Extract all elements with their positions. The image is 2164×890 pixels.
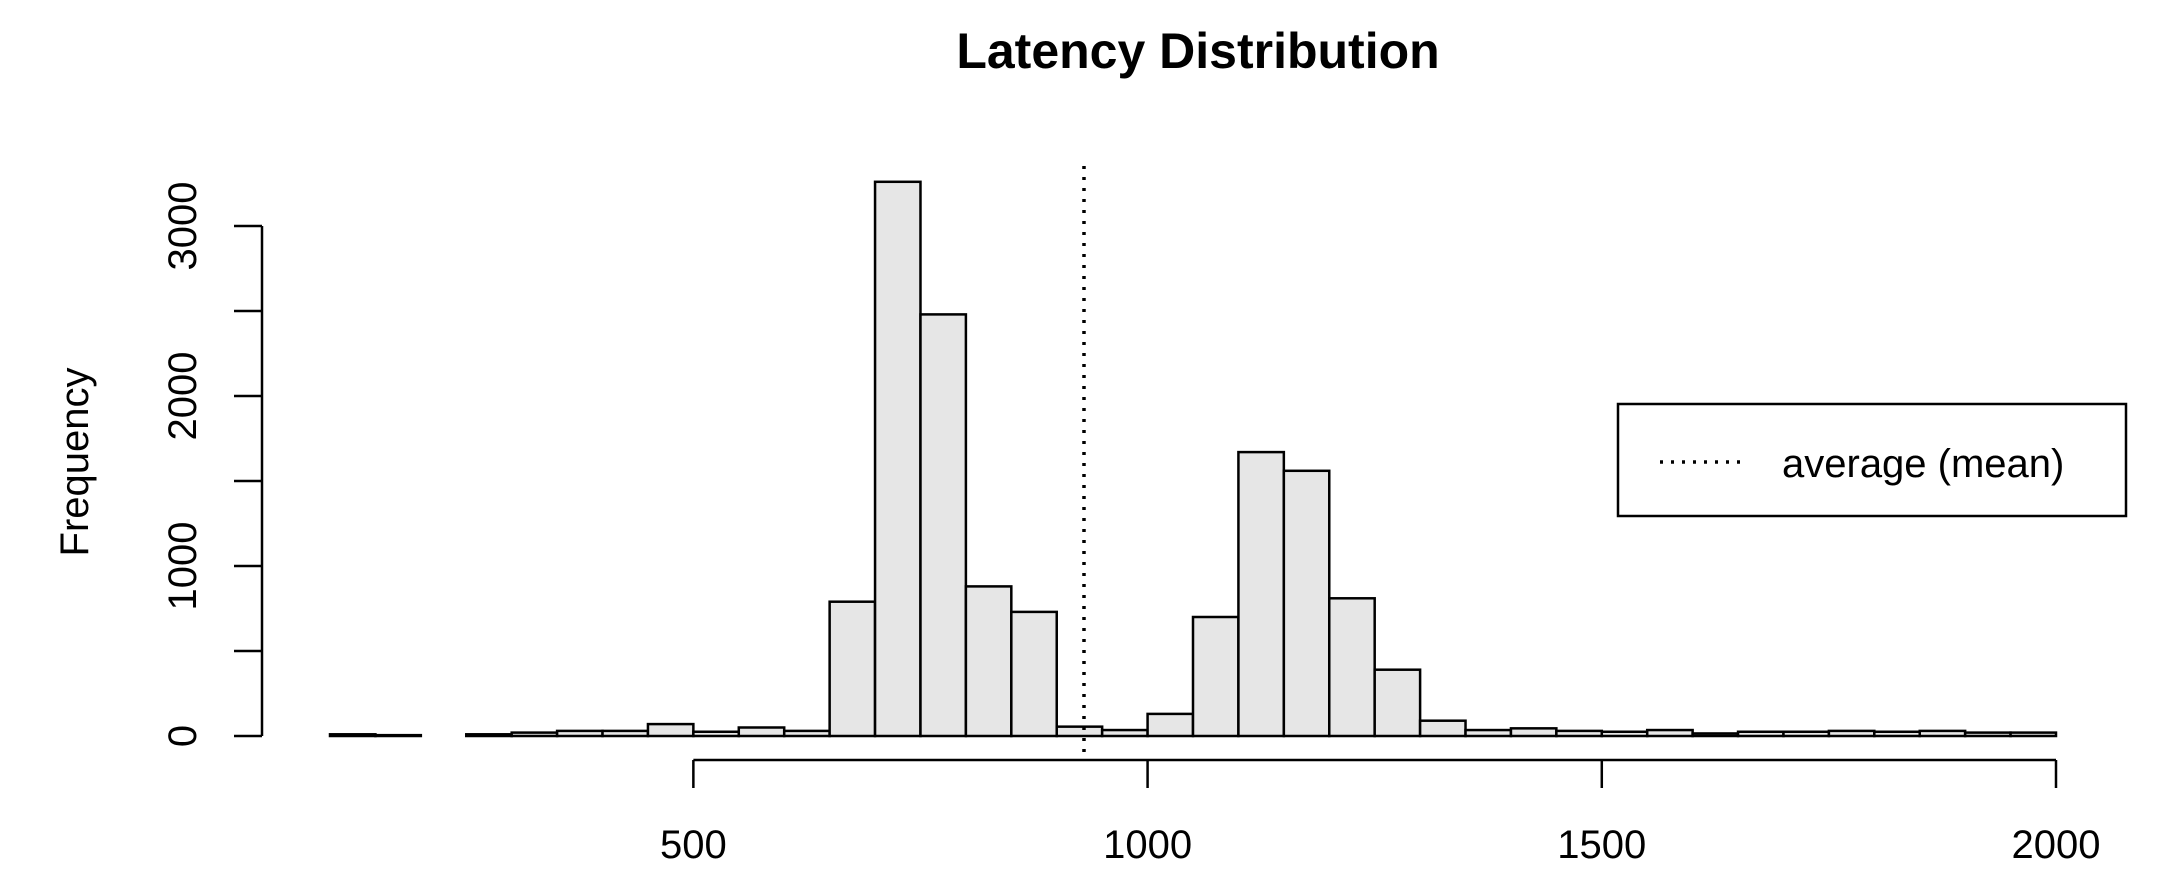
- y-axis-label: Frequency: [53, 368, 97, 557]
- histogram-bar: [601, 729, 650, 738]
- histogram-bar: [1191, 615, 1240, 738]
- legend-box: [1616, 402, 2128, 518]
- histogram-bar: [828, 600, 877, 738]
- histogram-bar: [328, 733, 377, 738]
- x-tick-label: 1000: [1103, 823, 1192, 867]
- histogram-bar: [374, 733, 423, 738]
- histogram-bar: [1100, 728, 1149, 738]
- histogram-bar: [1736, 730, 1785, 738]
- histogram-bar: [1328, 597, 1376, 738]
- histogram-bar: [873, 180, 922, 738]
- histogram-bar: [2009, 731, 2058, 738]
- histogram-bar: [510, 731, 559, 738]
- histogram-bar: [1963, 731, 2012, 738]
- histogram-bar: [1010, 610, 1058, 738]
- histogram-bar: [1418, 719, 1467, 738]
- legend: average (mean): [1616, 402, 2128, 518]
- histogram-bar: [1282, 469, 1331, 738]
- histogram-bar: [1146, 712, 1195, 738]
- histogram-bar: [1055, 725, 1104, 738]
- histogram-bar: [964, 585, 1013, 738]
- chart-title: Latency Distribution: [956, 23, 1439, 79]
- histogram-bar: [1827, 729, 1876, 738]
- histogram-bar: [1600, 730, 1649, 738]
- y-tick-label: 0: [161, 725, 205, 747]
- histogram-bar: [692, 730, 741, 738]
- histogram-bar: [1645, 728, 1694, 738]
- y-tick-label: 1000: [161, 522, 205, 611]
- histogram-bar: [737, 726, 786, 738]
- histogram-bar: [1509, 727, 1558, 738]
- bars-group: [328, 180, 2058, 738]
- legend-label: average (mean): [1782, 442, 2064, 486]
- y-tick-label: 2000: [161, 352, 205, 441]
- x-tick-label: 1500: [1557, 823, 1646, 867]
- y-axis: 0 1000 2000 3000: [161, 182, 264, 747]
- x-tick-label: 2000: [2012, 823, 2101, 867]
- histogram-bar: [646, 722, 695, 738]
- histogram-bar: [1873, 730, 1921, 738]
- y-tick-label: 3000: [161, 182, 205, 271]
- histogram-bar: [1464, 728, 1513, 738]
- histogram-bar: [1918, 729, 1967, 738]
- histogram-bar: [919, 313, 968, 738]
- histogram-bar: [465, 733, 513, 738]
- histogram-bar: [555, 729, 604, 738]
- histogram-bar: [1373, 668, 1422, 738]
- histogram-bar: [1555, 729, 1604, 738]
- x-axis: 500 1000 1500 2000: [660, 758, 2101, 867]
- histogram-bar: [1691, 732, 1740, 738]
- histogram-bar: [1237, 450, 1286, 738]
- histogram-bar: [1782, 730, 1831, 738]
- x-tick-label: 500: [660, 823, 727, 867]
- histogram-bar: [782, 729, 831, 738]
